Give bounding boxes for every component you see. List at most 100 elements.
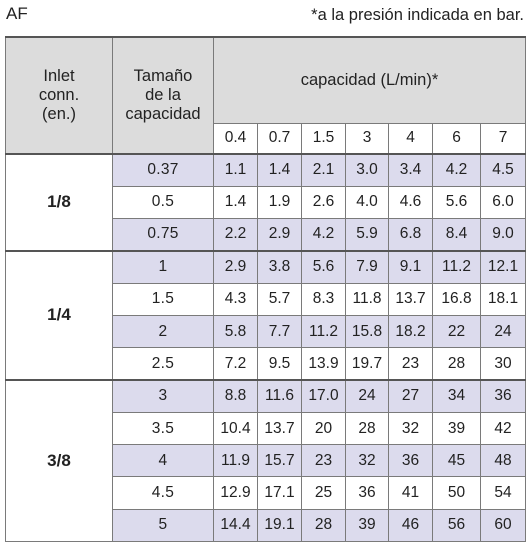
- capacity-value-cell: 11.6: [257, 379, 302, 413]
- inlet-header-line: (en.): [42, 105, 76, 123]
- table-row: 2.5 7.2 9.5 13.9 19.7 23 28 30: [6, 347, 526, 381]
- capacity-size-cell: 4: [112, 444, 214, 478]
- capacity-value-cell: 9.5: [257, 347, 302, 381]
- capacity-value-cell: 8.4: [432, 218, 481, 252]
- inlet-conn-header: Inlet conn. (en.): [5, 36, 113, 155]
- capacity-value-cell: 4.6: [388, 185, 433, 220]
- capacity-value-cell: 41: [388, 476, 433, 510]
- capacity-value-cell: 2.9: [257, 218, 302, 252]
- capacity-header: capacidad (L/min)*: [213, 36, 526, 124]
- pressure-header-cell: 3: [345, 122, 389, 155]
- capacity-value-cell: 10.4: [213, 411, 258, 446]
- capacity-value-cell: 1.1: [213, 152, 258, 187]
- capacity-value-cell: 6.0: [480, 185, 526, 220]
- capacity-value-cell: 6.8: [388, 218, 433, 252]
- capacity-size-cell: 2.5: [112, 347, 214, 381]
- capacity-size-cell: 1: [112, 249, 214, 284]
- capacity-value-cell: 1.9: [257, 185, 302, 220]
- capacity-value-cell: 3.8: [257, 249, 302, 284]
- capacity-value-cell: 28: [301, 508, 346, 543]
- capacity-value-cell: 4.2: [301, 218, 346, 252]
- capacity-value-cell: 13.9: [301, 347, 346, 381]
- capacity-value-cell: 4.0: [345, 185, 389, 220]
- capacity-value-cell: 18.1: [480, 282, 526, 316]
- capacity-value-cell: 1.4: [257, 152, 302, 187]
- size-header-line: Tamaño: [133, 67, 193, 85]
- table-body: 1/8 0.37 1.1 1.4 2.1 3.0 3.4 4.2 4.5 0.5 1.4 1.9 2.6…: [5, 152, 526, 543]
- capacity-value-cell: 46: [388, 508, 433, 543]
- table-row: 3/8 3 8.8 11.6 17.0 24 27 34 36: [5, 379, 526, 543]
- capacity-value-cell: 34: [432, 379, 481, 413]
- capacity-value-cell: 23: [388, 347, 433, 381]
- size-header-line: capacidad: [125, 105, 201, 123]
- capacity-value-cell: 13.7: [388, 282, 433, 316]
- capacity-value-cell: 24: [345, 379, 389, 413]
- capacity-value-cell: 2.6: [301, 185, 346, 220]
- capacity-value-cell: 15.7: [257, 444, 302, 478]
- capacity-value-cell: 39: [345, 508, 389, 543]
- capacity-size-cell: 3.5: [112, 411, 214, 446]
- table-row: 2 5.8 7.7 11.2 15.8 18.2 22 24: [6, 314, 526, 349]
- table-row: 4.5 12.9 17.1 25 36 41 50 54: [6, 476, 526, 510]
- capacity-value-cell: 4.5: [480, 152, 526, 187]
- capacity-size-cell: 3: [112, 379, 214, 413]
- table-row: 5 14.4 19.1 28 39 46 56 60: [6, 508, 526, 543]
- table-row: 1/8 0.37 1.1 1.4 2.1 3.0 3.4 4.2 4.5: [5, 152, 526, 252]
- capacity-value-cell: 28: [432, 347, 481, 381]
- size-header-line: de la: [145, 86, 181, 104]
- pressure-header-cell: 7: [480, 122, 526, 155]
- capacity-value-cell: 22: [432, 314, 481, 349]
- capacity-value-cell: 56: [432, 508, 481, 543]
- inlet-header-line: conn.: [38, 86, 80, 104]
- capacity-value-cell: 30: [480, 347, 526, 381]
- inlet-conn-cell: 1/4: [5, 249, 113, 381]
- inlet-conn-cell: 1/8: [5, 153, 113, 252]
- capacity-value-cell: 36: [345, 476, 389, 510]
- capacity-value-cell: 14.4: [213, 508, 258, 543]
- pressure-header-cell: 1.5: [301, 122, 346, 155]
- capacity-value-cell: 4.3: [213, 282, 258, 316]
- capacity-value-cell: 5.6: [301, 249, 346, 284]
- capacity-value-cell: 13.7: [257, 411, 302, 446]
- capacity-value-cell: 3.0: [345, 152, 389, 187]
- capacity-size-header: Tamaño de la capacidad: [112, 36, 214, 155]
- capacity-value-cell: 39: [432, 411, 481, 446]
- capacity-value-cell: 18.2: [388, 314, 433, 349]
- capacity-value-cell: 7.2: [213, 347, 258, 381]
- capacity-value-cell: 9.0: [480, 218, 526, 252]
- capacity-value-cell: 8.3: [301, 282, 346, 316]
- capacity-value-cell: 3.4: [388, 152, 433, 187]
- capacity-value-cell: 17.1: [257, 476, 302, 510]
- capacity-value-cell: 11.2: [301, 314, 346, 349]
- pressure-header-cell: 6: [432, 122, 481, 155]
- capacity-value-cell: 11.8: [345, 282, 389, 316]
- capacity-value-cell: 11.2: [432, 249, 481, 284]
- capacity-value-cell: 12.1: [480, 249, 526, 284]
- capacity-value-cell: 5.9: [345, 218, 389, 252]
- table-title: AF: [6, 4, 28, 23]
- capacity-value-cell: 11.9: [213, 444, 258, 478]
- capacity-value-cell: 27: [388, 379, 433, 413]
- capacity-value-cell: 17.0: [301, 379, 346, 413]
- capacity-table: Inlet conn. (en.) Tamaño de la capacidad…: [5, 36, 526, 543]
- table-row: 1/4 1 2.9 3.8 5.6 7.9 9.1 11.2 12.1: [5, 249, 526, 381]
- pressure-header-row: 0.4 0.7 1.5 3 4 6 7: [6, 122, 526, 155]
- capacity-value-cell: 60: [480, 508, 526, 543]
- table-row: 0.75 2.2 2.9 4.2 5.9 6.8 8.4 9.0: [6, 218, 526, 252]
- capacity-size-cell: 4.5: [112, 476, 214, 510]
- capacity-value-cell: 5.7: [257, 282, 302, 316]
- capacity-value-cell: 42: [480, 411, 526, 446]
- capacity-value-cell: 1.4: [213, 185, 258, 220]
- table-row: 4 11.9 15.7 23 32 36 45 48: [6, 444, 526, 478]
- capacity-value-cell: 5.8: [213, 314, 258, 349]
- capacity-value-cell: 48: [480, 444, 526, 478]
- capacity-value-cell: 5.6: [432, 185, 481, 220]
- capacity-value-cell: 19.7: [345, 347, 389, 381]
- capacity-value-cell: 8.8: [213, 379, 258, 413]
- capacity-value-cell: 2.1: [301, 152, 346, 187]
- capacity-value-cell: 23: [301, 444, 346, 478]
- capacity-size-cell: 0.37: [112, 152, 214, 187]
- inlet-conn-cell: 3/8: [5, 379, 113, 543]
- capacity-size-cell: 1.5: [112, 282, 214, 316]
- capacity-value-cell: 36: [388, 444, 433, 478]
